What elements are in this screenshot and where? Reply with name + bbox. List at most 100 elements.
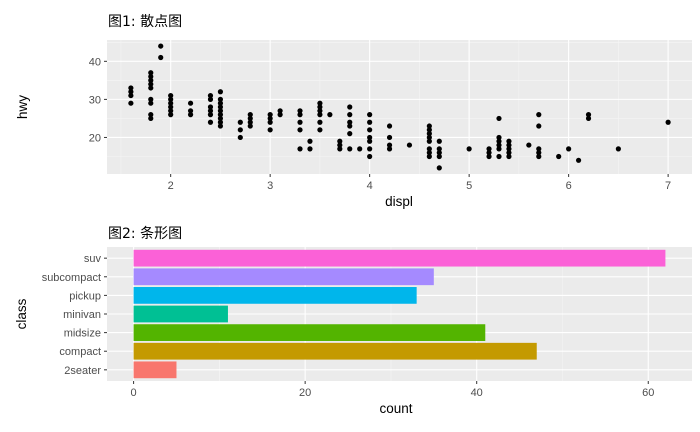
scatter-point (426, 123, 432, 129)
scatter-point (367, 119, 373, 125)
scatter-x-tick-label: 7 (665, 180, 671, 192)
scatter-point (536, 112, 542, 118)
scatter-point (566, 146, 572, 152)
scatter-point (217, 108, 224, 114)
scatter-point (187, 112, 194, 118)
scatter-point (347, 146, 353, 152)
scatter-point (347, 131, 353, 137)
scatter-y-axis-title: hwy (15, 95, 30, 119)
scatter-point (247, 112, 253, 118)
scatter-point (337, 146, 343, 152)
scatter-points (128, 43, 671, 171)
scatter-point (585, 115, 592, 122)
scatter-x-tick-label: 2 (168, 180, 174, 192)
scatter-point (317, 112, 323, 118)
scatter-point (128, 92, 134, 99)
scatter-point (247, 119, 253, 125)
scatter-point (426, 153, 432, 160)
scatter-x-tick-label: 6 (566, 180, 572, 192)
scatter-point (337, 142, 343, 148)
scatter-point (436, 165, 442, 171)
scatter-point (128, 100, 134, 106)
bar-title: 图2: 条形图 (108, 225, 182, 242)
scatter-point (436, 153, 442, 160)
scatter-point (148, 81, 154, 87)
scatter-point (367, 127, 373, 133)
scatter-point (148, 70, 154, 76)
scatter-point (297, 146, 303, 152)
scatter-point (486, 150, 492, 156)
bar-y-tick-label: minivan (63, 309, 101, 321)
scatter-point (207, 108, 214, 114)
scatter-point (486, 153, 492, 160)
scatter-x-tick-label: 3 (267, 180, 273, 192)
bar-suv (133, 249, 666, 267)
bar-chart: 图2: 条形图 0 20 40 60 2seater compact midsize mini… (14, 225, 692, 416)
scatter-point (506, 146, 512, 152)
scatter-point (386, 134, 393, 141)
bar-axes: 0 20 40 60 2seater compact midsize minivan picku… (42, 253, 655, 399)
scatter-point (267, 112, 273, 118)
scatter-point (237, 127, 243, 133)
scatter-point (148, 77, 154, 83)
scatter-point (406, 142, 413, 148)
scatter-x-tick-label: 5 (466, 180, 472, 192)
scatter-point (486, 146, 492, 152)
scatter-point (496, 134, 502, 141)
bar-compact (133, 342, 537, 360)
scatter-chart: 图1: 散点图 2 3 4 5 6 7 20 30 40 displ hwy (15, 14, 692, 209)
scatter-x-axis-title: displ (385, 194, 413, 209)
bar-y-tick-label: midsize (64, 328, 101, 340)
scatter-point (436, 146, 442, 152)
scatter-point (426, 138, 432, 144)
bar-x-tick-label: 60 (642, 387, 654, 399)
scatter-grid (107, 40, 692, 174)
scatter-point (615, 146, 621, 152)
scatter-point (158, 43, 164, 49)
scatter-point (386, 123, 393, 129)
scatter-y-tick-label: 40 (89, 56, 101, 68)
scatter-point (207, 112, 214, 118)
scatter-point (307, 146, 313, 152)
bar-y-tick-label: subcompact (42, 272, 101, 284)
scatter-point (187, 108, 194, 114)
scatter-point (207, 104, 214, 110)
scatter-point (386, 146, 393, 152)
scatter-point (217, 115, 224, 122)
scatter-point (526, 142, 532, 148)
scatter-point (297, 108, 303, 114)
scatter-point (297, 112, 303, 118)
scatter-point (277, 108, 283, 114)
bar-x-tick-label: 0 (131, 387, 137, 399)
scatter-point (277, 112, 283, 118)
bar-subcompact (133, 268, 434, 286)
scatter-axes: 2 3 4 5 6 7 20 30 40 (89, 56, 671, 192)
scatter-point (207, 96, 214, 102)
scatter-point (536, 123, 542, 129)
scatter-point (207, 119, 214, 125)
scatter-point (207, 92, 214, 99)
scatter-point (426, 146, 432, 152)
scatter-point (148, 85, 154, 91)
scatter-point (267, 115, 273, 122)
scatter-point (506, 138, 512, 144)
scatter-point (367, 112, 373, 118)
scatter-point (436, 138, 442, 144)
bar-midsize (133, 324, 486, 341)
scatter-point (506, 150, 512, 156)
scatter-point (327, 112, 333, 118)
scatter-x-tick-label: 4 (367, 180, 373, 192)
bar-y-axis-title: class (14, 298, 29, 329)
scatter-point (357, 146, 363, 152)
scatter-point (158, 54, 164, 61)
scatter-point (536, 150, 542, 156)
scatter-point (217, 123, 224, 129)
scatter-point (217, 104, 224, 110)
scatter-title: 图1: 散点图 (108, 14, 182, 30)
scatter-y-tick-label: 30 (89, 94, 101, 106)
scatter-point (148, 100, 154, 106)
scatter-point (426, 134, 432, 141)
scatter-point (426, 127, 432, 133)
scatter-point (506, 142, 512, 148)
scatter-point (148, 115, 154, 122)
